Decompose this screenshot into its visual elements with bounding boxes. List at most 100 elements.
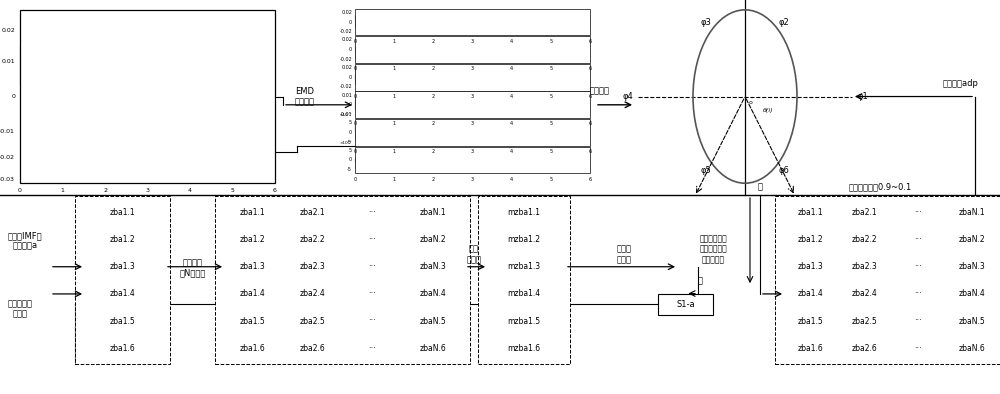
Text: 1: 1 — [393, 94, 396, 99]
Text: zba1.5: zba1.5 — [797, 317, 823, 325]
Bar — [405, 200, 460, 225]
Text: -0.02: -0.02 — [339, 29, 352, 34]
Bar — [225, 255, 280, 279]
Text: mzba1.3: mzba1.3 — [507, 262, 541, 271]
Bar — [355, 119, 590, 146]
Text: 6: 6 — [588, 149, 592, 154]
Text: zbaN.3: zbaN.3 — [419, 262, 446, 271]
Text: 否: 否 — [698, 277, 703, 286]
Bar — [355, 64, 590, 91]
Text: zbaN.2: zbaN.2 — [419, 235, 446, 244]
Text: 0.01: 0.01 — [341, 93, 352, 98]
Text: zba2.5: zba2.5 — [300, 317, 325, 325]
Bar — [285, 227, 340, 252]
Bar — [355, 9, 590, 35]
Text: 0.02: 0.02 — [341, 10, 352, 15]
Text: -0.02: -0.02 — [0, 155, 15, 160]
Text: 0: 0 — [353, 94, 357, 99]
Text: 6: 6 — [273, 188, 277, 193]
Text: zba1.5: zba1.5 — [240, 317, 265, 325]
Text: zba1.3: zba1.3 — [110, 262, 135, 271]
Text: zbaN.4: zbaN.4 — [959, 290, 985, 298]
Text: ···: ··· — [369, 208, 376, 217]
Text: 2: 2 — [432, 94, 435, 99]
Bar — [488, 255, 560, 279]
Text: 重新选择指
标计算: 重新选择指 标计算 — [8, 299, 33, 319]
Bar — [405, 227, 460, 252]
Text: o: o — [749, 100, 753, 106]
Text: 0.02: 0.02 — [341, 65, 352, 70]
Text: 2: 2 — [432, 66, 435, 71]
Text: 0.02: 0.02 — [341, 37, 352, 43]
Bar — [225, 227, 280, 252]
Text: 是: 是 — [758, 182, 763, 191]
Bar — [658, 294, 713, 315]
Text: ···: ··· — [369, 290, 376, 298]
Text: zbaN.1: zbaN.1 — [419, 208, 446, 217]
Text: 分别计算
共N组数据: 分别计算 共N组数据 — [179, 258, 206, 278]
Bar — [225, 282, 280, 306]
Bar — [488, 227, 560, 252]
Text: zba2.6: zba2.6 — [300, 344, 325, 353]
Text: zba2.4: zba2.4 — [851, 290, 877, 298]
Text: ···: ··· — [369, 317, 376, 325]
Bar — [488, 282, 560, 306]
Text: 0: 0 — [349, 20, 352, 24]
Text: zba2.1: zba2.1 — [851, 208, 877, 217]
Text: 5: 5 — [549, 39, 552, 44]
Text: 自适应率adp: 自适应率adp — [942, 79, 978, 88]
Bar — [405, 336, 460, 361]
Text: zba2.2: zba2.2 — [851, 235, 877, 244]
Bar — [85, 309, 160, 333]
Text: 1: 1 — [393, 121, 396, 126]
Text: zba1.5: zba1.5 — [110, 317, 135, 325]
Text: 6: 6 — [588, 177, 592, 182]
Text: -0.01: -0.01 — [339, 112, 352, 117]
Text: zba1.3: zba1.3 — [240, 262, 265, 271]
Bar — [785, 227, 835, 252]
Text: 0: 0 — [349, 75, 352, 80]
Text: 1: 1 — [61, 188, 64, 193]
Bar — [947, 255, 997, 279]
Bar — [405, 309, 460, 333]
Text: zba2.4: zba2.4 — [300, 290, 325, 298]
Bar — [785, 336, 835, 361]
Text: 0: 0 — [349, 130, 352, 135]
Text: zba1.1: zba1.1 — [797, 208, 823, 217]
Bar — [285, 309, 340, 333]
Text: 0.02: 0.02 — [1, 28, 15, 33]
Bar — [478, 196, 570, 364]
Text: zba1.1: zba1.1 — [240, 208, 265, 217]
Bar — [225, 200, 280, 225]
Text: zba2.1: zba2.1 — [300, 208, 325, 217]
Text: θ(i): θ(i) — [763, 108, 774, 113]
Text: zba2.3: zba2.3 — [851, 262, 877, 271]
Bar — [785, 255, 835, 279]
Text: 5: 5 — [549, 94, 552, 99]
Bar — [285, 282, 340, 306]
Bar — [785, 200, 835, 225]
Bar — [20, 10, 275, 183]
Text: 图像转换: 图像转换 — [590, 86, 610, 95]
Text: 1: 1 — [393, 66, 396, 71]
Text: S1-a: S1-a — [676, 300, 695, 309]
Text: zba2.5: zba2.5 — [851, 317, 877, 325]
Bar — [355, 147, 590, 173]
Text: EMD
分解降噪: EMD 分解降噪 — [295, 87, 315, 106]
Text: 6: 6 — [588, 66, 592, 71]
Text: ···: ··· — [369, 344, 376, 353]
Text: 0: 0 — [353, 149, 357, 154]
Text: zbaN.2: zbaN.2 — [959, 235, 985, 244]
Text: 3: 3 — [471, 39, 474, 44]
Text: 2: 2 — [103, 188, 107, 193]
Text: 5: 5 — [349, 148, 352, 153]
Text: 判断是否使用
该时域指标作
为自适应率: 判断是否使用 该时域指标作 为自适应率 — [699, 234, 727, 264]
Text: 0: 0 — [11, 94, 15, 99]
Text: ···: ··· — [914, 208, 922, 217]
Text: zba1.4: zba1.4 — [797, 290, 823, 298]
Text: 0: 0 — [349, 47, 352, 52]
Text: zbaN.6: zbaN.6 — [959, 344, 985, 353]
Text: ···: ··· — [914, 262, 922, 271]
Text: ×10⁻³: ×10⁻³ — [340, 113, 352, 117]
Text: φ5: φ5 — [701, 166, 712, 175]
